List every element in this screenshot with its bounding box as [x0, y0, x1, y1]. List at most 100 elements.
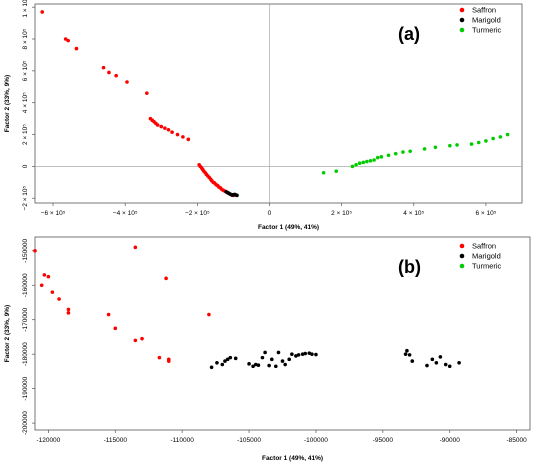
data-point-turmeric [408, 149, 412, 154]
data-point-marigold [260, 355, 265, 360]
series-turmeric [321, 132, 510, 175]
data-point-saffron [170, 130, 174, 134]
legend-marker-turmeric [459, 263, 465, 269]
plot-frame [34, 236, 531, 431]
legend-label: Marigold [472, 252, 501, 261]
series-marigold [224, 190, 239, 198]
legend-marker-turmeric [459, 27, 465, 33]
panel-b: -120000 -115000 -110000 -105000 -100000 -9500… [4, 236, 531, 462]
legend-label: Turmeric [472, 26, 502, 35]
data-point-saffron [133, 338, 138, 343]
data-point-saffron [107, 70, 111, 75]
data-point-saffron [46, 274, 51, 279]
data-point-turmeric [334, 169, 339, 173]
y-tick-label: -170000 [22, 307, 29, 331]
panel-a: −6 × 10⁵ −4 × 10⁵ −2 × 10⁵ 0 2 × 10⁵ 4 × 10⁵ 6… [4, 0, 523, 231]
legend-label: Marigold [472, 16, 501, 25]
data-point-turmeric [354, 162, 358, 167]
x-tick-label: 0 [268, 210, 272, 217]
data-point-saffron [166, 357, 171, 362]
data-point-turmeric [455, 143, 459, 147]
data-point-marigold [228, 355, 233, 360]
data-point-marigold [215, 360, 219, 365]
data-point-saffron [74, 46, 79, 51]
y-tick-label: 0 [22, 164, 29, 168]
x-tick-label: −4 × 10⁵ [113, 210, 138, 217]
x-axis-label: Factor 1 (49%, 41%) [262, 455, 323, 462]
y-tick-label: -200000 [22, 411, 29, 435]
data-point-marigold [434, 360, 439, 365]
data-point-saffron [50, 290, 55, 294]
y-axis-label: Factor 2 (33%, 9%) [4, 75, 11, 132]
data-point-turmeric [433, 145, 438, 150]
x-axis-label: Factor 1 (49%, 41%) [258, 224, 319, 231]
data-point-marigold [447, 364, 452, 369]
data-point-saffron [106, 312, 111, 317]
data-point-saffron [207, 312, 211, 317]
legend-marker-marigold [459, 253, 465, 259]
data-point-turmeric [372, 158, 376, 162]
y-axis-label: Factor 2 (33%, 9%) [4, 305, 11, 362]
data-point-marigold [425, 363, 429, 368]
x-tick-label: -115000 [104, 437, 128, 444]
legend-marker-saffron [459, 7, 465, 13]
data-point-marigold [443, 362, 448, 367]
data-point-marigold [251, 364, 255, 369]
data-point-turmeric [368, 159, 373, 163]
x-tick-label: -110000 [170, 437, 194, 444]
data-point-marigold [283, 362, 287, 367]
data-point-turmeric [357, 161, 362, 165]
data-point-turmeric [476, 140, 481, 145]
data-point-marigold [405, 348, 409, 353]
data-point-saffron [66, 38, 70, 43]
data-point-saffron [125, 80, 129, 84]
y-tick-label: 2 × 10⁵ [22, 124, 29, 145]
data-point-marigold [296, 353, 301, 357]
legend-label: Saffron [472, 242, 496, 251]
data-point-turmeric [401, 150, 405, 154]
y-tick-label: 6 × 10⁵ [22, 60, 29, 81]
y-tick-label: −2 × 10⁵ [22, 186, 29, 211]
data-point-turmeric [393, 151, 398, 156]
data-point-saffron [145, 91, 149, 95]
x-tick-label: 2 × 10⁵ [331, 210, 352, 217]
data-point-turmeric [321, 170, 326, 175]
data-point-saffron [42, 273, 47, 277]
data-point-marigold [225, 357, 230, 362]
data-point-turmeric [350, 164, 355, 169]
y-tick-label: -180000 [22, 342, 29, 366]
data-point-marigold [457, 360, 461, 365]
data-point-turmeric [361, 160, 366, 165]
data-point-marigold [287, 357, 291, 362]
legend-marker-saffron [459, 243, 465, 249]
x-tick-label: -90000 [440, 437, 461, 444]
data-point-saffron [101, 65, 106, 70]
data-point-saffron [114, 73, 118, 78]
data-point-turmeric [422, 147, 427, 151]
x-tick-label: −6 × 10⁵ [41, 210, 66, 217]
data-point-marigold [410, 359, 415, 363]
data-point-marigold [310, 352, 314, 356]
data-point-marigold [263, 350, 267, 355]
data-point-saffron [157, 355, 162, 360]
data-point-turmeric [379, 155, 384, 159]
y-tick-label: 8 × 10⁵ [22, 28, 29, 49]
data-point-marigold [290, 352, 294, 356]
x-tick-label: -105000 [237, 437, 261, 444]
data-point-saffron [113, 326, 118, 331]
data-point-turmeric [365, 159, 369, 164]
data-point-saffron [39, 283, 44, 288]
data-point-turmeric [386, 153, 391, 158]
data-point-saffron [159, 124, 164, 129]
y-tick-label: -150000 [22, 238, 29, 262]
data-point-saffron [66, 307, 71, 312]
x-tick-label: -95000 [373, 437, 394, 444]
panel-label: (b) [398, 257, 421, 277]
data-point-marigold [276, 350, 281, 355]
data-point-marigold [407, 353, 412, 357]
data-point-marigold [223, 359, 227, 363]
data-point-saffron [33, 248, 37, 253]
